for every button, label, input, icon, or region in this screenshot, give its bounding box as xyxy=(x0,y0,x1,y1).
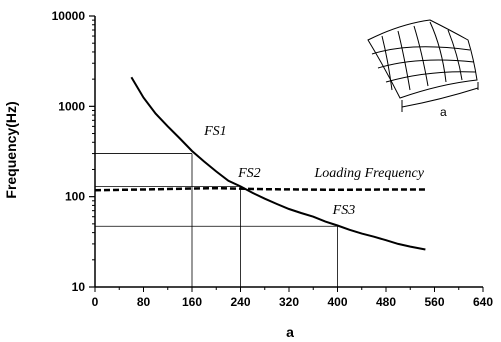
x-tick-label: 480 xyxy=(376,295,396,309)
x-tick-label: 160 xyxy=(182,295,202,309)
x-tick-label: 560 xyxy=(424,295,444,309)
x-tick-label: 640 xyxy=(473,295,493,309)
x-tick-label: 400 xyxy=(327,295,347,309)
x-tick-label: 240 xyxy=(230,295,250,309)
ticks-layer xyxy=(89,15,484,292)
annotations: FS1 FS2 FS3 Loading Frequency xyxy=(203,124,425,218)
frequency-curve xyxy=(130,76,426,251)
annotation-label: Loading Frequency xyxy=(313,166,424,181)
reference-lines xyxy=(95,153,338,287)
tick-labels: 0 80 160 240 320 400 480 560 640 10 100 1000 10000 xyxy=(52,9,494,309)
series-layer xyxy=(94,76,426,251)
x-tick-label: 0 xyxy=(92,295,99,309)
annotation-label: FS1 xyxy=(203,124,227,139)
y-axis-title: Frequency(Hz) xyxy=(3,101,19,198)
y-tick-label: 10000 xyxy=(52,9,86,23)
annotation-label: FS2 xyxy=(237,166,261,181)
loading-frequency-line xyxy=(94,186,426,192)
y-tick-label: 100 xyxy=(65,190,85,204)
inset-label: a xyxy=(440,105,447,119)
plot-frame xyxy=(94,16,483,288)
x-axis-title: a xyxy=(286,324,294,340)
x-tick-label: 320 xyxy=(279,295,299,309)
annotation-label: FS3 xyxy=(332,203,356,218)
x-tick-label: 80 xyxy=(137,295,151,309)
y-tick-label: 1000 xyxy=(58,99,85,113)
plate-mesh-icon xyxy=(367,19,479,112)
y-tick-label: 10 xyxy=(72,280,86,294)
